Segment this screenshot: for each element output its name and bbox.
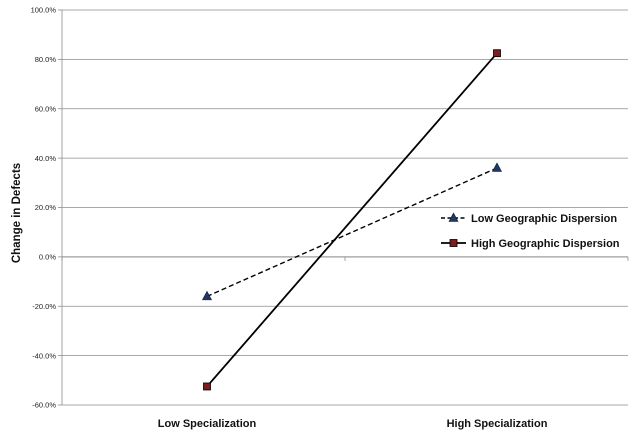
gridlines [62, 9, 628, 406]
y-tick-label: 60.0% [35, 104, 57, 113]
y-tick-label: -20.0% [32, 302, 56, 311]
y-tick-label: -60.0% [32, 401, 56, 410]
legend-label: Low Geographic Dispersion [471, 213, 617, 225]
series-line [206, 167, 498, 298]
data-point [492, 162, 502, 172]
y-tick-label: 0.0% [39, 253, 56, 262]
data-point [203, 382, 211, 391]
y-tick-label: -40.0% [32, 351, 56, 360]
data-point [202, 290, 212, 301]
x-category-label: Low Specialization [158, 418, 257, 430]
series-lines [202, 49, 502, 391]
y-axis-title: Change in Defects [11, 163, 23, 263]
series-line [206, 52, 498, 388]
y-axis: -60.0% -40.0% -20.0% 0.0% 20.0% 40.0% 60.0% 80.… [31, 6, 63, 410]
legend-marker [448, 212, 459, 222]
legend-label: High Geographic Dispersion [471, 238, 620, 250]
y-tick-label: 80.0% [35, 55, 57, 64]
legend-marker [449, 239, 458, 247]
data-point [493, 49, 501, 58]
y-tick-label: 40.0% [35, 154, 57, 163]
x-category-label: High Specialization [447, 418, 548, 430]
x-axis: Low Specialization High Specialization [61, 256, 629, 430]
y-tick-label: 100.0% [31, 6, 57, 15]
legend: Low Geographic Dispersion High Geographic… [441, 212, 620, 250]
y-tick-label: 20.0% [35, 203, 57, 212]
